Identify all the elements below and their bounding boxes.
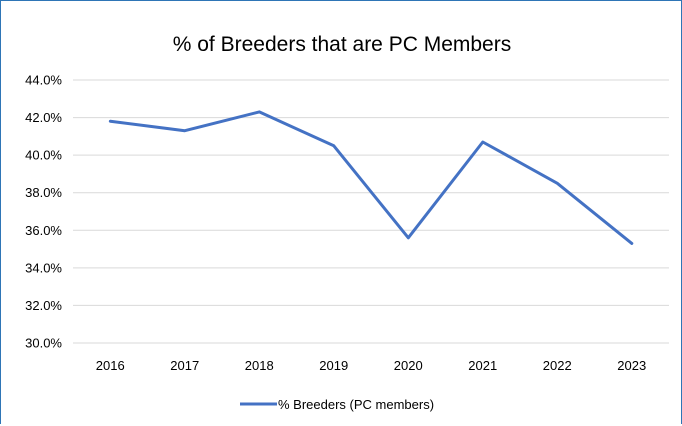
legend: % Breeders (PC members)	[240, 397, 434, 412]
y-tick-label: 38.0%	[25, 185, 62, 200]
y-tick-label: 34.0%	[25, 260, 62, 275]
y-tick-label: 30.0%	[25, 336, 62, 351]
x-tick-label: 2021	[468, 358, 497, 373]
chart-title: % of Breeders that are PC Members	[173, 33, 511, 56]
x-tick-label: 2019	[319, 358, 348, 373]
x-tick-label: 2016	[96, 358, 125, 373]
x-tick-label: 2023	[617, 358, 646, 373]
series-line	[108, 110, 634, 245]
x-tick-label: 2018	[245, 358, 274, 373]
x-tick-label: 2017	[170, 358, 199, 373]
y-tick-label: 44.0%	[25, 73, 62, 88]
x-tick-label: 2022	[543, 358, 572, 373]
y-tick-label: 40.0%	[25, 148, 62, 163]
x-tick-label: 2020	[394, 358, 423, 373]
y-axis-ticks: 30.0% 32.0% 34.0% 36.0% 38.0% 40.0% 42.0% 44.0%	[25, 73, 62, 351]
y-tick-label: 42.0%	[25, 110, 62, 125]
y-tick-label: 32.0%	[25, 298, 62, 313]
legend-label: % Breeders (PC members)	[278, 397, 434, 412]
y-tick-label: 36.0%	[25, 223, 62, 238]
gridlines	[73, 79, 669, 344]
x-axis-ticks: 2016 2017 2018 2019 2020 2021 2022 2023	[96, 358, 646, 373]
series-lines	[108, 110, 634, 245]
